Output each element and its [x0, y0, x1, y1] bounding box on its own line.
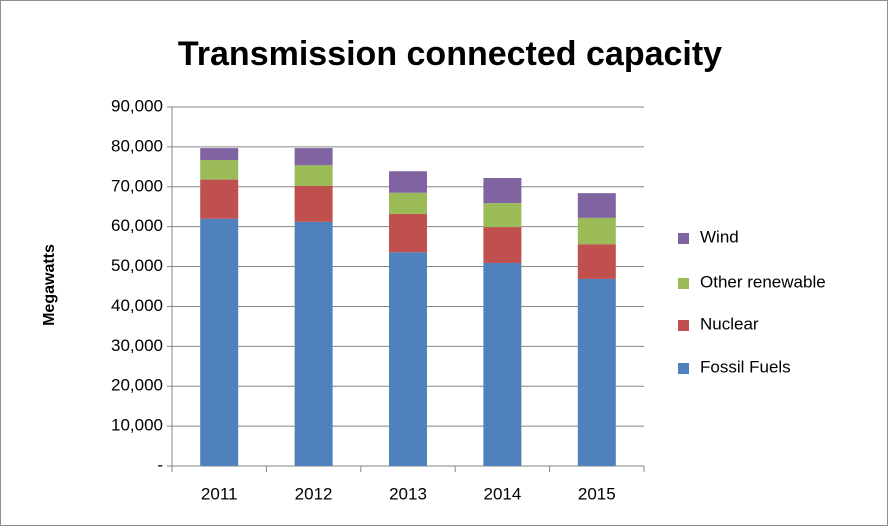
bar-segment	[483, 203, 522, 228]
legend-swatch	[678, 363, 689, 374]
legend-swatch	[678, 233, 689, 244]
y-tick-label: 50,000	[111, 256, 163, 275]
bar-segment	[483, 178, 522, 204]
y-tick-label: 90,000	[111, 96, 163, 115]
bar-segment	[294, 148, 333, 166]
y-tick-label: 60,000	[111, 216, 163, 235]
bar-segment	[577, 278, 616, 466]
legend-swatch	[678, 278, 689, 289]
legend-swatch	[678, 320, 689, 331]
legend-label: Nuclear	[700, 314, 759, 333]
y-tick-label: 80,000	[111, 136, 163, 155]
y-tick-label: -	[157, 455, 163, 474]
x-tick-label: 2011	[201, 484, 238, 503]
bar-segment	[294, 165, 333, 186]
bar-segment	[577, 193, 616, 218]
y-axis-label: Megawatts	[41, 244, 58, 326]
y-tick-label: 20,000	[111, 376, 163, 395]
bar-segment	[294, 185, 333, 222]
x-tick-label: 2012	[295, 484, 333, 503]
legend-label: Fossil Fuels	[700, 357, 791, 376]
y-tick-label: 70,000	[111, 176, 163, 195]
bar-segment	[389, 171, 427, 193]
bar-segment	[577, 217, 616, 245]
bar-segment	[200, 148, 239, 161]
y-tick-label: 40,000	[111, 296, 163, 315]
bar-segment	[483, 227, 522, 263]
bar-segment	[389, 213, 427, 253]
y-tick-label: 10,000	[111, 416, 163, 435]
x-tick-label: 2014	[483, 484, 521, 503]
x-tick-label: 2013	[389, 484, 427, 503]
legend-label: Wind	[700, 227, 739, 246]
bar-segment	[200, 160, 239, 180]
x-tick-label: 2015	[578, 484, 616, 503]
bar-segment	[200, 179, 239, 219]
bar-segment	[389, 192, 427, 214]
y-tick-label: 30,000	[111, 336, 163, 355]
bar-segment	[200, 218, 239, 466]
bar-segment	[483, 262, 522, 466]
bar-segment	[294, 221, 333, 466]
bar-segment	[577, 244, 616, 279]
bar-segment	[389, 252, 427, 466]
legend-label: Other renewable	[700, 272, 826, 291]
chart-title: Transmission connected capacity	[178, 35, 722, 73]
